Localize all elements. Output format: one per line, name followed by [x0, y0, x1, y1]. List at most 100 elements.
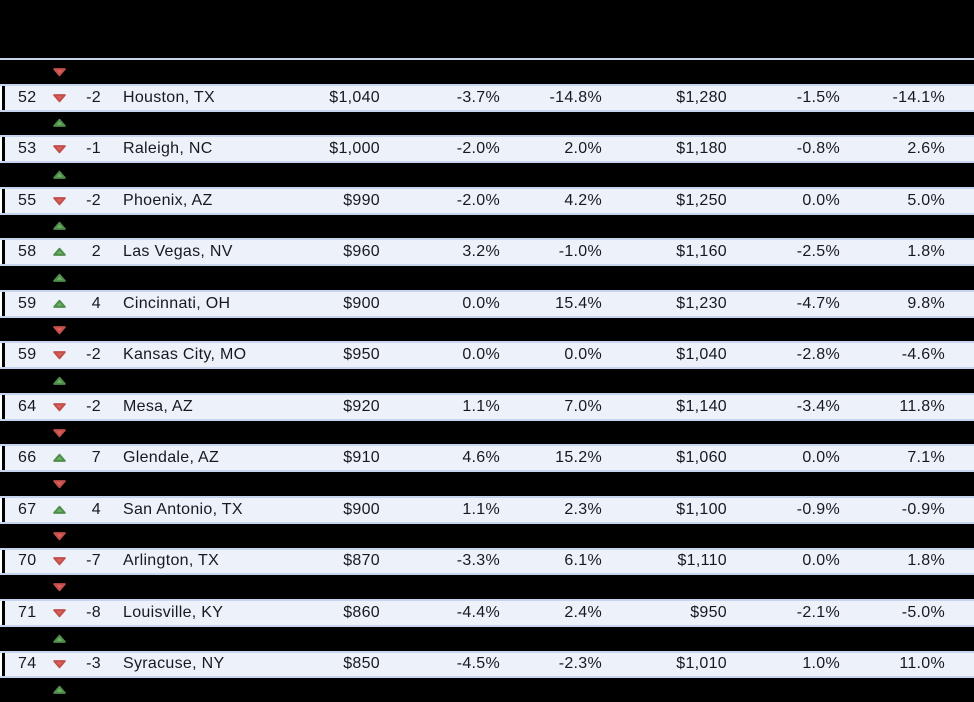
value-col-4: $1,100	[676, 500, 727, 518]
rank-value: 58	[18, 243, 37, 261]
value-col-1: $990	[343, 191, 380, 209]
redacted-table-row	[0, 315, 974, 342]
table-row: 66 7 Glendale, AZ $910 4.6% 15.2% $1,060…	[0, 444, 974, 471]
rank-change-value: -1	[86, 140, 101, 158]
value-col-5: -1.5%	[796, 88, 840, 106]
value-col-6: 11.8%	[899, 397, 945, 415]
value-col-5: -2.8%	[796, 346, 840, 364]
value-col-5: -4.7%	[796, 294, 840, 312]
arrow-down-icon	[52, 531, 66, 540]
rank-change-arrow	[44, 67, 74, 77]
value-col-1: $1,000	[329, 140, 380, 158]
arrow-down-icon	[52, 93, 66, 102]
redacted-table-row	[0, 676, 974, 702]
value-col-6: 1.8%	[907, 243, 945, 261]
value-col-1: $900	[343, 500, 380, 518]
value-col-5: 1.0%	[802, 655, 840, 673]
arrow-down-icon	[52, 428, 66, 437]
rank-change-value: -2	[86, 397, 101, 415]
rank-change-value: -2	[86, 346, 101, 364]
arrow-up-icon	[52, 273, 66, 282]
rank-change-arrow	[44, 376, 74, 386]
value-col-4: $1,040	[676, 346, 727, 364]
arrow-up-icon	[52, 119, 66, 128]
redacted-table-row	[0, 58, 974, 84]
value-col-1: $900	[343, 294, 380, 312]
redacted-table-row	[0, 418, 974, 445]
arrow-up-icon	[52, 634, 66, 643]
value-col-3: 2.4%	[564, 603, 602, 621]
value-col-6: 11.0%	[899, 655, 945, 673]
city-name: Mesa, AZ	[123, 397, 193, 415]
redacted-table-row	[0, 624, 974, 651]
rank-change-arrow	[44, 221, 74, 231]
arrow-down-icon	[52, 557, 66, 566]
rank-change-value: -7	[86, 552, 101, 570]
value-col-2: -4.4%	[456, 603, 500, 621]
table-row: 71 -8 Louisville, KY $860 -4.4% 2.4% $95…	[0, 599, 974, 625]
city-name: Syracuse, NY	[123, 655, 225, 673]
rank-change-arrow	[44, 531, 74, 541]
value-col-2: 1.1%	[462, 397, 500, 415]
redacted-table-row	[0, 573, 974, 600]
value-col-5: -2.5%	[796, 243, 840, 261]
table-row: 58 2 Las Vegas, NV $960 3.2% -1.0% $1,16…	[0, 238, 974, 265]
value-col-5: -0.9%	[796, 500, 840, 518]
arrow-down-icon	[52, 402, 66, 412]
table-row: 53 -1 Raleigh, NC $1,000 -2.0% 2.0% $1,1…	[0, 135, 974, 162]
redacted-table-row	[0, 521, 974, 548]
value-col-3: 7.0%	[564, 397, 602, 415]
value-col-3: 2.3%	[564, 500, 602, 518]
rank-value: 53	[18, 140, 37, 158]
value-col-6: -0.9%	[901, 500, 945, 518]
rank-change-arrow	[44, 428, 74, 438]
rank-change-arrow	[44, 93, 74, 103]
rank-value: 55	[18, 191, 37, 209]
arrow-up-icon	[52, 299, 66, 308]
table-row: 52 -2 Houston, TX $1,040 -3.7% -14.8% $1…	[0, 83, 974, 110]
rank-change-arrow	[44, 659, 74, 669]
city-name: Louisville, KY	[123, 603, 224, 621]
value-col-1: $920	[343, 397, 380, 415]
rank-change-arrow	[44, 505, 74, 515]
value-col-6: 7.1%	[907, 449, 945, 467]
rank-change-arrow	[44, 479, 74, 489]
rank-value: 66	[18, 449, 37, 467]
rank-change-arrow	[44, 247, 74, 257]
value-col-4: $1,060	[676, 449, 727, 467]
arrow-down-icon	[52, 609, 66, 618]
value-col-3: -14.8%	[549, 88, 602, 106]
rank-change-value: -3	[86, 655, 101, 673]
value-col-2: 0.0%	[462, 346, 500, 364]
value-col-4: $950	[690, 603, 727, 621]
rank-value: 59	[18, 346, 37, 364]
value-col-3: 2.0%	[564, 140, 602, 158]
arrow-up-icon	[52, 170, 66, 179]
city-name: Phoenix, AZ	[123, 191, 213, 209]
rank-change-value: -8	[86, 603, 101, 621]
rank-value: 64	[18, 397, 37, 415]
value-col-4: $1,160	[676, 243, 727, 261]
city-name: Raleigh, NC	[123, 140, 213, 158]
rank-change-value: -2	[86, 191, 101, 209]
value-col-6: 1.8%	[907, 552, 945, 570]
table-row: 67 4 San Antonio, TX $900 1.1% 2.3% $1,1…	[0, 496, 974, 522]
rank-value: 67	[18, 500, 37, 518]
table-row: 59 4 Cincinnati, OH $900 0.0% 15.4% $1,2…	[0, 289, 974, 316]
value-col-2: 3.2%	[462, 243, 500, 261]
value-col-2: -2.0%	[456, 191, 500, 209]
value-col-2: 1.1%	[462, 500, 500, 518]
rank-change-arrow	[44, 170, 74, 180]
arrow-down-icon	[52, 480, 66, 489]
table-row: 59 -2 Kansas City, MO $950 0.0% 0.0% $1,…	[0, 341, 974, 368]
rank-value: 74	[18, 655, 37, 673]
value-col-2: -3.3%	[456, 552, 500, 570]
value-col-2: -2.0%	[456, 140, 500, 158]
city-name: San Antonio, TX	[123, 500, 243, 518]
redacted-table-row	[0, 212, 974, 239]
rank-change-arrow	[44, 144, 74, 154]
value-col-1: $960	[343, 243, 380, 261]
rank-value: 71	[18, 603, 37, 621]
city-name: Las Vegas, NV	[123, 243, 233, 261]
rank-change-arrow	[44, 325, 74, 335]
